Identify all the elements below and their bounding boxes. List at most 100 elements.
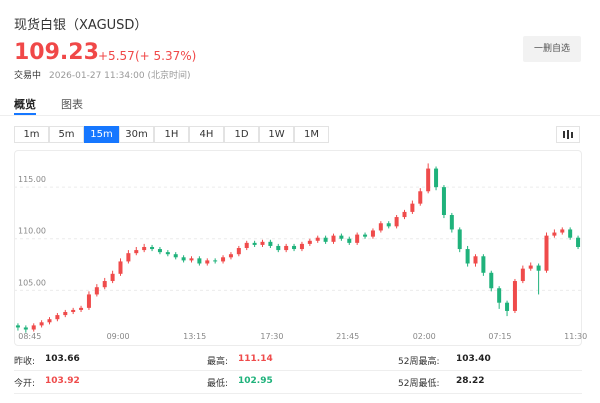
candle-body <box>441 187 446 215</box>
stat-value: 103.92 <box>45 376 80 386</box>
interval-button[interactable]: 1m <box>14 126 49 143</box>
price: 109.23 <box>14 40 99 65</box>
interval-button[interactable]: 1M <box>294 126 329 143</box>
candle-body <box>39 322 44 326</box>
stat-label: 52周最低: <box>398 379 440 389</box>
candle-body <box>323 237 328 242</box>
y-tick-label: 105.00 <box>18 278 46 287</box>
stat-label: 昨收: <box>14 357 36 367</box>
candle-body <box>536 265 541 271</box>
candle-body <box>576 237 581 247</box>
candle-body <box>276 245 281 251</box>
candle-body <box>473 256 478 264</box>
stat-value: 103.66 <box>45 354 80 364</box>
candle-body <box>481 256 486 273</box>
candle-body <box>197 258 202 264</box>
candle-body <box>157 249 162 253</box>
status: 交易中 <box>14 71 42 81</box>
change-pct: (+ 5.37%) <box>135 49 197 63</box>
stat-value: 102.95 <box>238 376 273 386</box>
candle-body <box>79 307 84 310</box>
candle-body <box>205 260 210 264</box>
interval-button[interactable]: 1H <box>154 126 189 143</box>
candle-body <box>228 254 233 258</box>
candle-body <box>520 268 525 282</box>
stat-label: 最高: <box>207 357 229 367</box>
candle-icon <box>563 130 573 139</box>
x-tick-label: 02:00 <box>413 332 436 341</box>
candle-body <box>418 191 423 204</box>
candle-body <box>355 234 360 243</box>
candle-body <box>363 234 368 237</box>
candle-body <box>47 319 52 323</box>
candle-body <box>331 235 336 242</box>
candle-body <box>23 327 28 330</box>
candle-body <box>63 311 68 316</box>
candle-body <box>252 242 257 245</box>
candle-body <box>568 229 573 238</box>
candle-body <box>315 237 320 241</box>
stat-value: 103.40 <box>456 354 491 364</box>
stat-label: 52周最高: <box>398 357 440 367</box>
candle-body <box>394 217 399 227</box>
interval-button[interactable]: 4H <box>189 126 224 143</box>
candle-body <box>386 223 391 227</box>
interval-button[interactable]: 30m <box>119 126 154 143</box>
candle-body <box>126 253 131 262</box>
candle-body <box>347 238 352 243</box>
stat-label: 今开: <box>14 379 36 389</box>
candle-body <box>560 229 565 233</box>
stat-value: 111.14 <box>238 354 273 364</box>
title: 现货白银（XAGUSD） <box>14 18 148 33</box>
candle-body <box>378 223 383 231</box>
candle-body <box>221 257 226 262</box>
candle-body <box>31 325 36 330</box>
candle-body <box>134 250 139 254</box>
stat-label: 最低: <box>207 379 229 389</box>
candle-body <box>434 168 439 188</box>
candle-body <box>292 245 297 250</box>
chart-type-button[interactable] <box>556 126 580 143</box>
candle-body <box>457 229 462 250</box>
candle-body <box>189 258 194 261</box>
candle-body <box>426 168 431 192</box>
candle-body <box>465 249 470 264</box>
interval-button[interactable]: 15m <box>84 126 119 143</box>
candle-body <box>268 241 273 246</box>
candle-body <box>86 294 91 308</box>
candle-body <box>449 215 454 230</box>
chart: 105.00 110.00 115.00 08:45 09:00 13:15 17:30 21… <box>14 163 587 341</box>
candle-body <box>181 257 186 261</box>
interval-button[interactable]: 1W <box>259 126 294 143</box>
x-tick-label: 21:45 <box>336 332 359 341</box>
x-tick-label: 07:15 <box>488 332 511 341</box>
candle-body <box>339 235 344 239</box>
x-tick-label: 09:00 <box>107 332 130 341</box>
tab-active[interactable]: 概览 <box>14 98 36 111</box>
candle-body <box>173 254 178 258</box>
candle-body <box>213 260 218 262</box>
candle-body <box>150 246 155 250</box>
time: 2026-01-27 11:34:00 (北京时间) <box>49 71 191 81</box>
candle-body <box>110 273 115 282</box>
candle-body <box>260 241 265 245</box>
x-tick-label: 17:30 <box>260 332 283 341</box>
remove-watchlist-button[interactable]: 一删自选 <box>523 36 581 62</box>
y-tick-label: 110.00 <box>18 227 46 236</box>
candle-body <box>102 281 107 288</box>
candle-body <box>71 309 76 312</box>
candle-body <box>544 235 549 271</box>
interval-button[interactable]: 1D <box>224 126 259 143</box>
interval-button[interactable]: 5m <box>49 126 84 143</box>
x-tick-label: 11:30 <box>564 332 587 341</box>
candle-body <box>284 245 289 251</box>
tab-divider <box>0 115 600 116</box>
candle-body <box>307 240 312 244</box>
candle-body <box>299 243 304 250</box>
candle-body <box>118 261 123 274</box>
tab[interactable]: 图表 <box>61 98 83 111</box>
candle-body <box>244 242 249 249</box>
candle-body <box>512 281 517 311</box>
y-tick-label: 115.00 <box>18 175 46 184</box>
